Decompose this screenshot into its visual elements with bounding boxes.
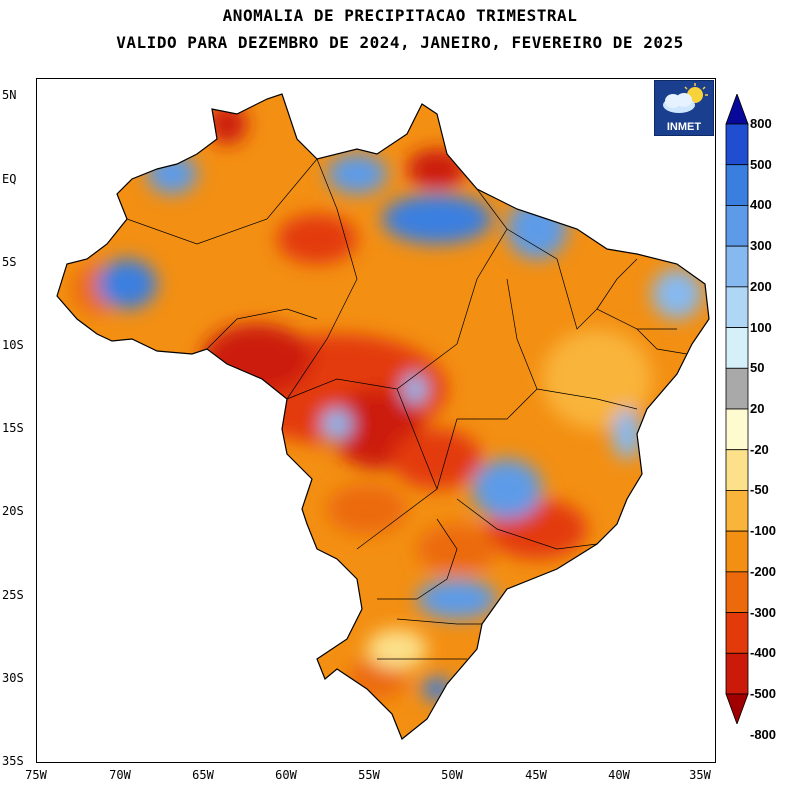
colorbar-label: -500 — [750, 686, 777, 701]
wet-anomaly-para — [382, 194, 492, 244]
colorbar — [725, 94, 749, 724]
x-tick-label: 60W — [275, 768, 297, 782]
colorbar-label: -20 — [750, 441, 769, 457]
state-borders — [126, 158, 688, 660]
colorbar-label: 50 — [750, 360, 765, 376]
x-tick-label: 70W — [109, 768, 131, 782]
y-tick-label: 35S — [2, 754, 24, 768]
precipitation-anomaly-map — [56, 93, 710, 740]
colorbar-label: -300 — [750, 604, 777, 620]
dry-anomaly-rondonia — [202, 324, 312, 394]
wet-anomaly-parana — [417, 579, 497, 619]
colorbar-segment — [725, 205, 749, 247]
wet-anomaly-north-center — [327, 154, 387, 194]
dry-anomaly-amapa — [407, 149, 467, 189]
colorbar-label: -50 — [750, 482, 769, 498]
x-tick-label: 45W — [525, 768, 547, 782]
colorbar-segment — [725, 123, 749, 166]
colorbar-label: -100 — [750, 523, 777, 539]
x-tick-label: 65W — [192, 768, 214, 782]
moderate-anomaly-rs — [367, 629, 427, 669]
moderate-anomaly-nordeste — [542, 329, 652, 429]
map-subtitle: VALIDO PARA DEZEMBRO DE 2024, JANEIRO, F… — [116, 33, 684, 52]
colorbar-segment — [725, 245, 749, 288]
colorbar-label: -400 — [750, 645, 777, 661]
y-tick-label: 5N — [2, 88, 17, 102]
x-tick-label: 55W — [358, 768, 380, 782]
map-frame — [36, 78, 716, 763]
colorbar-segment — [725, 490, 749, 532]
colorbar-bottom-arrow — [725, 693, 749, 724]
x-tick-label: 75W — [25, 768, 47, 782]
wet-anomaly-espirito-santo — [612, 409, 642, 459]
cloud-sun-icon — [663, 83, 708, 113]
x-tick-label: 40W — [608, 768, 630, 782]
colorbar-label: 100 — [750, 319, 772, 335]
colorbar-label: -200 — [750, 563, 777, 579]
y-tick-label: 20S — [2, 504, 24, 518]
y-tick-label: 25S — [2, 588, 24, 602]
anomaly-field — [57, 94, 709, 739]
colorbar-segment — [725, 286, 749, 328]
inmet-logo-text: INMET — [666, 121, 702, 133]
colorbar-label: 800 — [750, 116, 772, 131]
dry-anomaly-north — [207, 104, 247, 144]
colorbar-segment — [725, 652, 749, 695]
y-tick-label: 15S — [2, 421, 24, 435]
colorbar-label: 20 — [750, 401, 765, 416]
colorbar-label: 500 — [750, 156, 772, 172]
y-tick-label: 5S — [2, 255, 17, 269]
colorbar-segment — [725, 408, 749, 451]
inmet-logo: INMET — [654, 80, 714, 136]
wet-anomaly-amazonas-west — [97, 259, 157, 309]
dry-anomaly-amazonas — [277, 214, 357, 264]
map-title: ANOMALIA DE PRECIPITACAO TRIMESTRAL — [222, 6, 578, 25]
wet-anomaly-mt-south — [322, 409, 352, 439]
colorbar-segment — [725, 530, 749, 573]
colorbar-label: -800 — [750, 726, 777, 742]
wet-anomaly-goias-east — [403, 374, 427, 404]
x-tick-label: 35W — [689, 768, 711, 782]
x-tick-label: 50W — [441, 768, 463, 782]
wet-anomaly-sudeste — [472, 459, 542, 519]
colorbar-segment — [725, 449, 749, 491]
wet-anomaly-ceara — [652, 269, 702, 319]
wet-anomaly-roraima — [147, 154, 197, 194]
colorbar-label: 200 — [750, 278, 772, 294]
y-tick-label: 30S — [2, 671, 24, 685]
colorbar-segment — [725, 612, 749, 654]
dry-anomaly-goias — [392, 429, 482, 489]
colorbar-segment — [725, 327, 749, 369]
y-tick-label: 10S — [2, 338, 24, 352]
wet-anomaly-rs-south — [422, 677, 452, 701]
colorbar-segment — [725, 164, 749, 206]
colorbar-label: 300 — [750, 238, 772, 254]
y-tick-label: EQ — [2, 172, 17, 186]
colorbar-label: 400 — [750, 197, 772, 213]
dry-anomaly-ms — [327, 484, 407, 534]
colorbar-segment — [725, 367, 749, 410]
colorbar-top-arrow — [725, 94, 749, 125]
colorbar-segment — [725, 571, 749, 613]
